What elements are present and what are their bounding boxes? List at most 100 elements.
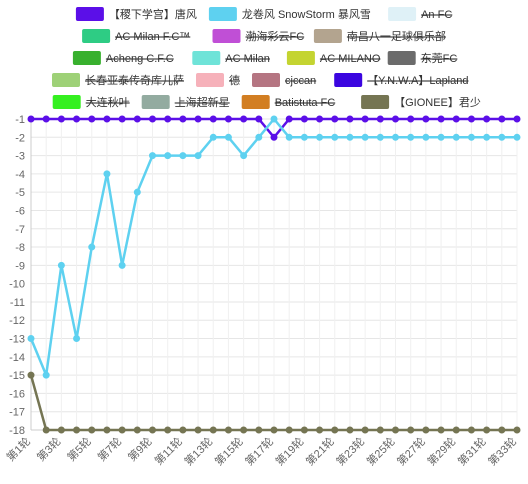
data-point[interactable]: [407, 115, 415, 123]
data-point[interactable]: [437, 426, 445, 434]
data-point[interactable]: [392, 115, 399, 123]
data-point[interactable]: [255, 115, 263, 123]
data-point[interactable]: [57, 261, 65, 269]
data-point[interactable]: [361, 426, 369, 434]
data-point[interactable]: [103, 115, 111, 123]
data-point[interactable]: [285, 426, 293, 434]
data-point[interactable]: [376, 115, 384, 123]
data-point[interactable]: [179, 426, 187, 434]
legend-item[interactable]: 渤海彩云FC: [212, 29, 305, 43]
data-point[interactable]: [467, 133, 475, 141]
data-point[interactable]: [452, 115, 460, 123]
data-point[interactable]: [255, 426, 263, 434]
data-point[interactable]: [88, 115, 96, 123]
data-point[interactable]: [452, 133, 460, 141]
data-point[interactable]: [422, 133, 430, 141]
data-point[interactable]: [118, 261, 126, 269]
data-point[interactable]: [483, 133, 491, 141]
data-point[interactable]: [209, 115, 217, 123]
data-point[interactable]: [300, 426, 308, 434]
data-point[interactable]: [452, 426, 460, 434]
legend-item[interactable]: 德: [196, 73, 240, 87]
data-point[interactable]: [422, 115, 430, 123]
legend-item[interactable]: 上海超新星: [141, 95, 230, 109]
data-point[interactable]: [149, 426, 156, 434]
legend-item[interactable]: 龙卷风 SnowStorm 暴风雪: [208, 7, 371, 21]
data-point[interactable]: [483, 115, 491, 123]
data-point[interactable]: [27, 371, 35, 379]
data-point[interactable]: [240, 115, 248, 123]
legend-item[interactable]: 南昌八一足球俱乐部: [313, 29, 446, 43]
data-point[interactable]: [467, 426, 475, 434]
legend-item[interactable]: An FC: [388, 7, 452, 21]
legend-item[interactable]: 【稷下学宫】唐风: [75, 7, 197, 21]
data-point[interactable]: [57, 115, 65, 123]
legend-item[interactable]: 【GIONEE】君少: [361, 95, 481, 109]
data-point[interactable]: [316, 133, 324, 141]
legend-item[interactable]: 长春亚泰传奇库儿萨: [52, 73, 184, 87]
data-point[interactable]: [346, 426, 354, 434]
data-point[interactable]: [103, 170, 111, 178]
data-point[interactable]: [407, 426, 415, 434]
data-point[interactable]: [133, 188, 141, 196]
data-point[interactable]: [57, 426, 65, 434]
data-point[interactable]: [255, 133, 263, 141]
data-point[interactable]: [133, 115, 141, 123]
data-point[interactable]: [209, 426, 217, 434]
data-point[interactable]: [240, 152, 248, 160]
data-point[interactable]: [164, 115, 172, 123]
data-point[interactable]: [224, 426, 232, 434]
legend-item[interactable]: Batistuta FC: [241, 95, 336, 109]
data-point[interactable]: [42, 426, 50, 434]
data-point[interactable]: [437, 115, 445, 123]
data-point[interactable]: [300, 115, 308, 123]
data-point[interactable]: [513, 426, 521, 434]
data-point[interactable]: [73, 335, 81, 343]
data-point[interactable]: [513, 115, 521, 123]
legend-item[interactable]: 【Y.N.W.A】Lapland: [334, 73, 468, 87]
data-point[interactable]: [285, 133, 293, 141]
legend-item[interactable]: 大连秋叶: [52, 95, 130, 109]
data-point[interactable]: [88, 243, 96, 251]
data-point[interactable]: [300, 133, 308, 141]
data-point[interactable]: [498, 426, 506, 434]
data-point[interactable]: [194, 426, 202, 434]
data-point[interactable]: [361, 133, 369, 141]
data-point[interactable]: [149, 115, 156, 123]
data-point[interactable]: [361, 115, 369, 123]
data-point[interactable]: [331, 133, 339, 141]
data-point[interactable]: [27, 115, 35, 123]
legend-item[interactable]: AC Milan: [192, 51, 270, 65]
legend-item[interactable]: AC MILANO: [286, 51, 381, 65]
data-point[interactable]: [392, 426, 399, 434]
data-point[interactable]: [376, 426, 384, 434]
data-point[interactable]: [331, 115, 339, 123]
data-point[interactable]: [437, 133, 445, 141]
data-point[interactable]: [73, 115, 81, 123]
data-point[interactable]: [194, 115, 202, 123]
data-point[interactable]: [73, 426, 81, 434]
data-point[interactable]: [179, 152, 187, 160]
data-point[interactable]: [27, 335, 35, 343]
data-point[interactable]: [88, 426, 96, 434]
data-point[interactable]: [285, 115, 293, 123]
data-point[interactable]: [179, 115, 187, 123]
legend-item[interactable]: Acheng C.F.C: [72, 51, 174, 65]
data-point[interactable]: [498, 133, 506, 141]
data-point[interactable]: [240, 426, 248, 434]
data-point[interactable]: [224, 115, 232, 123]
data-point[interactable]: [149, 152, 156, 160]
data-point[interactable]: [133, 426, 141, 434]
data-point[interactable]: [270, 133, 278, 141]
legend-item[interactable]: AC Milan F.C™: [82, 29, 190, 43]
data-point[interactable]: [209, 133, 217, 141]
data-point[interactable]: [346, 133, 354, 141]
data-point[interactable]: [270, 426, 278, 434]
data-point[interactable]: [164, 426, 172, 434]
data-point[interactable]: [103, 426, 111, 434]
data-point[interactable]: [224, 133, 232, 141]
data-point[interactable]: [513, 133, 521, 141]
data-point[interactable]: [392, 133, 399, 141]
data-point[interactable]: [118, 115, 126, 123]
data-point[interactable]: [467, 115, 475, 123]
